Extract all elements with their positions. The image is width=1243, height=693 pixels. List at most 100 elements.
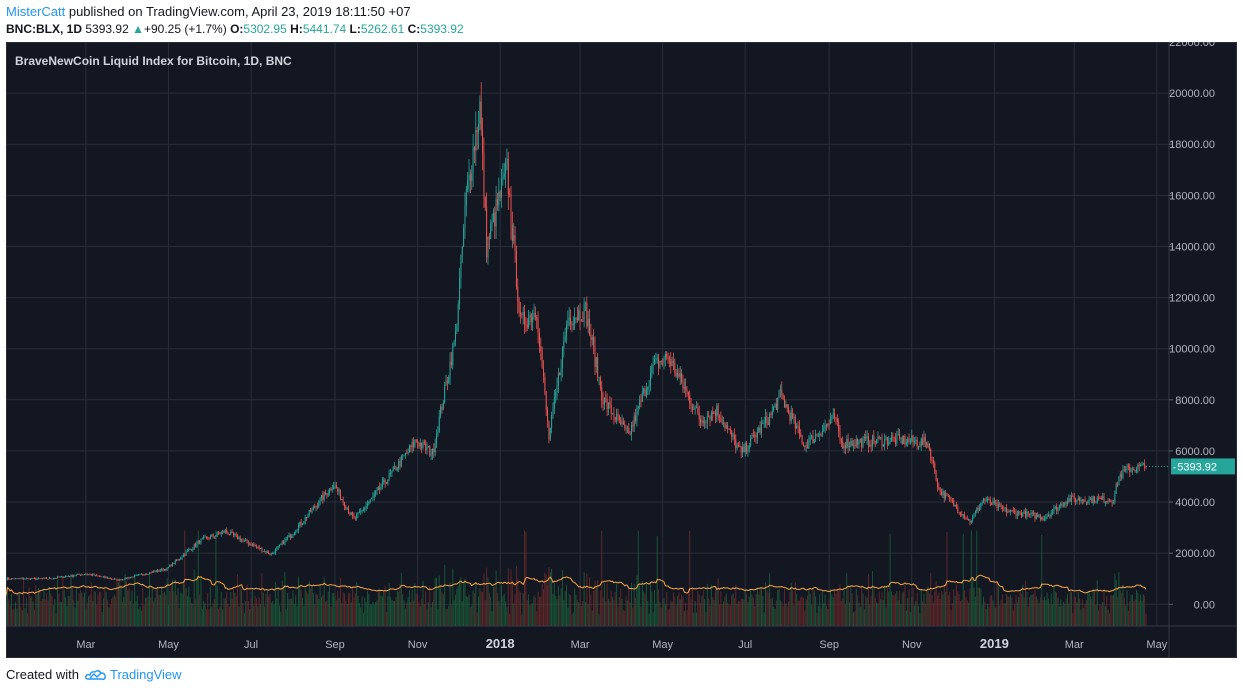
high-label: H: — [290, 22, 303, 36]
volume-bar — [237, 574, 239, 626]
volume-bar — [65, 596, 67, 626]
volume-bar — [613, 599, 615, 626]
volume-bar — [813, 590, 815, 626]
volume-bar — [551, 568, 553, 626]
candle-body — [1099, 498, 1101, 499]
volume-bar — [97, 594, 99, 626]
candle-body — [293, 533, 295, 535]
author-link[interactable]: MisterCatt — [6, 4, 66, 19]
volume-bar — [54, 599, 56, 626]
candle-body — [490, 223, 492, 239]
candle-body — [42, 578, 44, 580]
candle-body — [1091, 498, 1093, 503]
volume-bar — [595, 586, 597, 626]
candle-body — [509, 194, 511, 196]
candle-body — [648, 385, 650, 387]
volume-bar — [862, 593, 864, 626]
volume-bar — [205, 608, 207, 626]
candle-body — [1142, 463, 1144, 465]
candle-body — [471, 173, 473, 181]
candle-body — [234, 534, 236, 536]
candle-body — [656, 358, 658, 360]
volume-bar — [712, 597, 714, 626]
volume-bar — [574, 588, 576, 626]
candle-body — [526, 324, 528, 328]
candle-body — [304, 517, 306, 522]
volume-bar — [251, 589, 253, 626]
volume-bar — [997, 586, 999, 626]
candle-body — [1023, 511, 1025, 514]
volume-bar — [821, 590, 823, 626]
volume-bar — [647, 600, 649, 626]
volume-bar — [637, 530, 639, 626]
candle-body — [900, 437, 902, 439]
volume-bar — [786, 606, 788, 626]
candle-body — [590, 334, 592, 340]
volume-bar — [524, 530, 526, 626]
volume-bar — [1115, 579, 1117, 626]
y-tick-label: 6000.00 — [1175, 446, 1215, 458]
candle-body — [237, 534, 239, 539]
volume-bar — [733, 598, 735, 626]
volume-bar — [857, 595, 859, 626]
volume-bar — [977, 587, 979, 626]
candle-body — [924, 437, 926, 443]
candle-body — [977, 507, 979, 511]
volume-bar — [208, 609, 210, 626]
candle-body — [223, 531, 225, 533]
candle-body — [830, 419, 832, 424]
volume-bar — [805, 599, 807, 626]
volume-bar — [807, 595, 809, 626]
volume-bar — [1003, 603, 1005, 626]
candle-body — [195, 544, 197, 547]
candle-body — [701, 420, 703, 423]
candle-body — [679, 373, 681, 377]
candle-body — [181, 557, 183, 559]
candle-body — [659, 360, 661, 368]
volume-bar — [101, 611, 103, 626]
volume-bar — [1141, 600, 1143, 626]
candle-body — [147, 574, 149, 575]
candle-body — [249, 543, 251, 545]
candle-body — [376, 489, 378, 492]
candle-body — [725, 425, 727, 429]
candle-body — [816, 434, 818, 436]
candle-body — [310, 510, 312, 513]
candle-body — [295, 531, 297, 534]
candle-body — [743, 446, 745, 453]
volume-bar — [1081, 599, 1083, 626]
candle-body — [193, 544, 195, 549]
volume-bar — [6, 603, 7, 626]
volume-bar — [687, 589, 689, 626]
candle-body — [1066, 501, 1068, 504]
x-tick-label: Mar — [76, 639, 95, 651]
volume-bar — [949, 592, 951, 626]
volume-bar — [1104, 606, 1106, 626]
volume-bar — [25, 598, 27, 626]
volume-bar — [287, 592, 289, 626]
volume-bar — [968, 602, 970, 626]
candle-body — [589, 318, 591, 335]
volume-bar — [62, 577, 64, 626]
tradingview-logo[interactable]: TradingView — [83, 667, 182, 682]
candle-body — [1015, 511, 1017, 516]
candle-body — [1084, 500, 1086, 502]
volume-bar — [729, 605, 731, 626]
candle-body — [755, 435, 757, 438]
volume-bar — [116, 580, 118, 626]
candle-body — [996, 502, 998, 509]
volume-bar — [751, 594, 753, 626]
volume-bar — [75, 587, 77, 626]
volume-bar — [260, 604, 262, 626]
volume-bar — [1111, 595, 1113, 626]
volume-bar — [1131, 594, 1133, 626]
volume-bar — [454, 594, 456, 626]
volume-bar — [839, 584, 841, 626]
y-tick-label: 8000.00 — [1175, 395, 1215, 407]
candle-body — [82, 574, 84, 576]
volume-ma-line — [6, 574, 1147, 596]
candle-body — [664, 353, 666, 359]
candle-body — [934, 463, 936, 473]
candle-body — [255, 546, 257, 547]
price-chart[interactable]: 22000.0020000.0018000.0016000.0014000.00… — [6, 42, 1237, 658]
